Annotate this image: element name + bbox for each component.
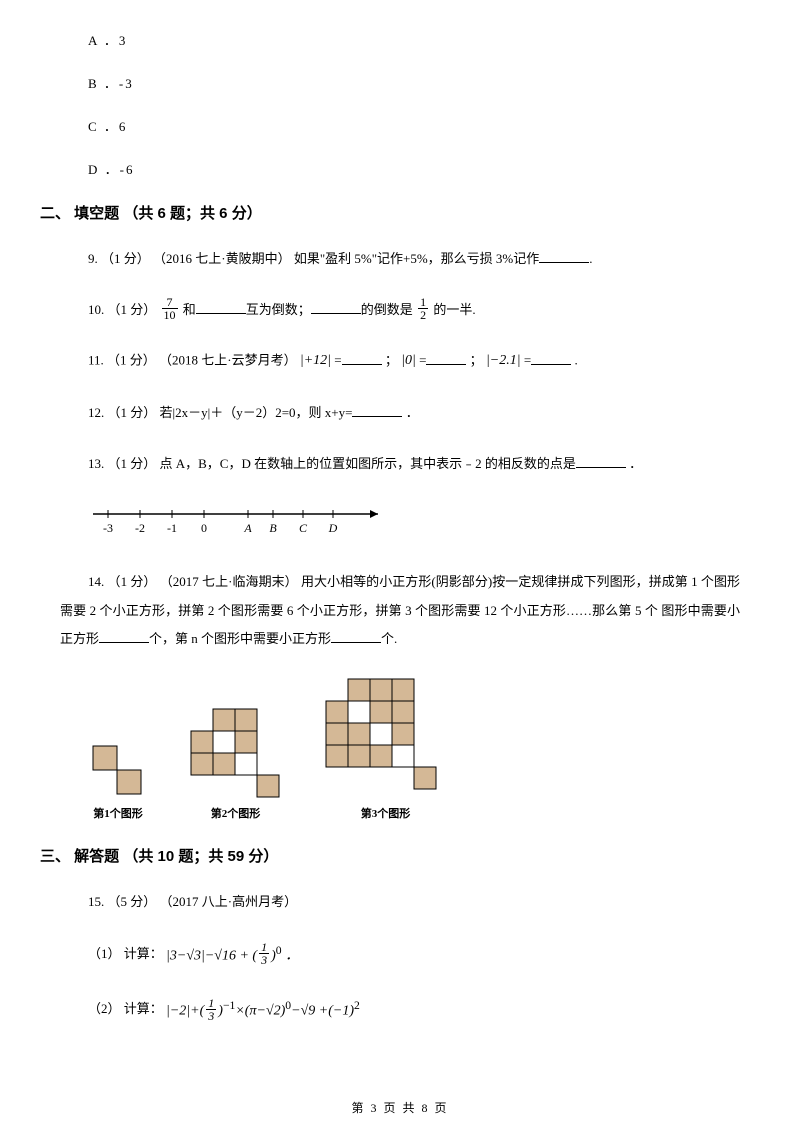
q10-frac2: 12 <box>418 296 428 321</box>
question-13: 13. （1 分） 点 A，B，C，D 在数轴上的位置如图所示，其中表示﹣2 的… <box>88 450 740 479</box>
tick-b: B <box>269 521 277 535</box>
q14-l3p3: 个. <box>381 631 397 646</box>
number-line-svg: -3 -2 -1 0 A B C D <box>88 500 388 540</box>
choice-c: C ．6 <box>88 116 740 135</box>
q13-text: 13. （1 分） 点 A，B，C，D 在数轴上的位置如图所示，其中表示﹣2 的… <box>88 456 576 471</box>
frac-den: 2 <box>418 309 428 321</box>
question-9: 9. （1 分） （2016 七上·黄陂期中） 如果"盈利 5%"记作+5%，那… <box>88 245 740 274</box>
q14-blank2 <box>331 630 381 643</box>
tick-a: A <box>243 521 252 535</box>
q11-blank2 <box>426 352 466 365</box>
choice-b: B ．-3 <box>88 73 740 92</box>
figure-2-svg <box>188 706 283 801</box>
q14-l1: 14. （1 分） （2017 七上·临海期末） 用大小相等的小正方形(阴影部分… <box>88 574 688 589</box>
q11-e3: |−2.1| <box>486 346 521 377</box>
pattern-figures: 第1个图形 第2个图形 <box>88 676 740 821</box>
question-11: 11. （1 分） （2018 七上·云梦月考） |+12| = ； |0| =… <box>88 346 740 377</box>
figure-1-svg <box>88 741 148 801</box>
q15-sub1: （1） 计算： |3−√3|−√16 + (13)0 ． <box>88 939 740 971</box>
number-line-figure: -3 -2 -1 0 A B C D <box>88 500 740 544</box>
q14-blank1 <box>99 630 149 643</box>
frac-den: 10 <box>162 309 178 321</box>
q10-p4: 的倒数是 <box>361 302 416 317</box>
q13-suffix: ． <box>626 456 642 471</box>
q15-sub2-label: （2） 计算： <box>88 1001 163 1016</box>
q15-sub2-math: |−2|+(13)−1×(π−√2)0−√9 +(−1)2 <box>166 994 360 1026</box>
q11-suffix: . <box>574 353 577 368</box>
q12-text: 12. （1 分） 若|2x－y|＋（y－2）2=0，则 x+y= <box>88 405 352 420</box>
q15-sub2: （2） 计算： |−2|+(13)−1×(π−√2)0−√9 +(−1)2 <box>88 994 740 1026</box>
choice-a: A ．3 <box>88 30 740 49</box>
q10-p2: 和 <box>183 302 196 317</box>
tick-n2: -2 <box>135 521 145 535</box>
question-12: 12. （1 分） 若|2x－y|＋（y－2）2=0，则 x+y= ． <box>88 399 740 428</box>
q15-sub1-math: |3−√3|−√16 + (13)0 ． <box>166 939 299 971</box>
q11-p1: 11. （1 分） （2018 七上·云梦月考） <box>88 353 297 368</box>
figure-3: 第3个图形 <box>323 676 448 821</box>
section-3-title: 三、 解答题 （共 10 题；共 59 分） <box>40 845 740 866</box>
section-2-title: 二、 填空题 （共 6 题；共 6 分） <box>40 202 740 223</box>
figure-2: 第2个图形 <box>188 706 283 821</box>
question-14: 14. （1 分） （2017 七上·临海期末） 用大小相等的小正方形(阴影部分… <box>60 568 740 654</box>
figure-1-label: 第1个图形 <box>93 805 143 821</box>
q11-e1: |+12| <box>300 346 331 377</box>
tick-n3: -3 <box>103 521 113 535</box>
q9-blank <box>539 250 589 263</box>
q11-eq1: = <box>334 353 341 368</box>
tick-n1: -1 <box>167 521 177 535</box>
tick-0: 0 <box>201 521 207 535</box>
q14-l3p2: 个，第 n 个图形中需要小正方形 <box>149 631 331 646</box>
q10-frac1: 710 <box>162 296 178 321</box>
q11-sep2: ； <box>470 353 483 368</box>
question-15: 15. （5 分） （2017 八上·高州月考） <box>88 888 740 917</box>
q11-eq2: = <box>419 353 426 368</box>
q11-eq3: = <box>524 353 531 368</box>
q10-p1: 10. （1 分） <box>88 302 156 317</box>
figure-3-label: 第3个图形 <box>361 805 411 821</box>
q10-blank1 <box>196 301 246 314</box>
q10-p3: 互为倒数； <box>246 302 311 317</box>
page-footer: 第 3 页 共 8 页 <box>0 1099 800 1116</box>
q13-blank <box>576 455 626 468</box>
figure-2-label: 第2个图形 <box>211 805 261 821</box>
q11-e2: |0| <box>401 346 416 377</box>
q11-blank1 <box>342 352 382 365</box>
tick-d: D <box>328 521 338 535</box>
choice-d: D ．-6 <box>88 159 740 178</box>
figure-3-svg <box>323 676 448 801</box>
q15-sub1-label: （1） 计算： <box>88 945 163 960</box>
tick-c: C <box>299 521 308 535</box>
q9-suffix: . <box>589 251 592 266</box>
q10-blank2 <box>311 301 361 314</box>
q9-text: 9. （1 分） （2016 七上·黄陂期中） 如果"盈利 5%"记作+5%，那… <box>88 251 539 266</box>
q12-blank <box>352 404 402 417</box>
q11-sep1: ； <box>385 353 398 368</box>
figure-1: 第1个图形 <box>88 741 148 821</box>
q12-suffix: ． <box>402 405 418 420</box>
q11-blank3 <box>531 352 571 365</box>
question-10: 10. （1 分） 710 和 互为倒数； 的倒数是 12 的一半. <box>88 296 740 325</box>
q10-p5: 的一半. <box>433 302 475 317</box>
